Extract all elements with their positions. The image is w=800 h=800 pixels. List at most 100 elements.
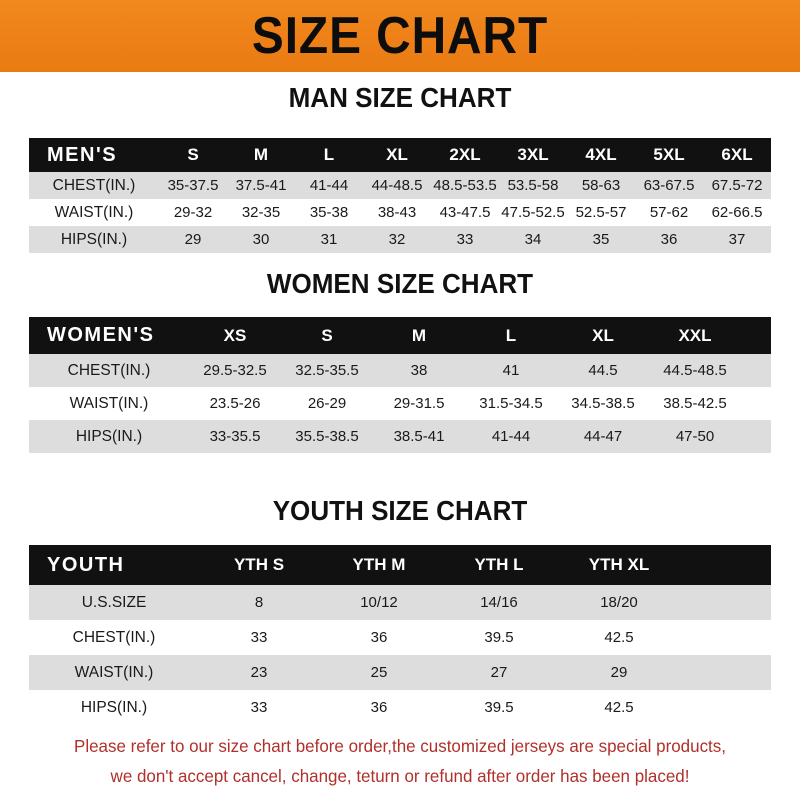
youth-size-table: YOUTH YTH S YTH M YTH L YTH XL U.S.SIZE 8 10/12… [29,545,771,725]
table-row: U.S.SIZE 8 10/12 14/16 18/20 [29,585,771,620]
youth-column-header-yth-l: YTH L [439,545,559,585]
table-cell: 38-43 [363,199,431,226]
women-row-label-chest-in-: CHEST(IN.) [29,354,189,387]
men-column-header-6xl: 6XL [703,138,771,172]
table-cell: 25 [319,655,439,690]
table-cell: 8 [199,585,319,620]
table-row: WAIST(IN.) 23 25 27 29 [29,655,771,690]
table-cell: 10/12 [319,585,439,620]
women-header-spacer [741,317,771,354]
page-title: SIZE CHART [251,7,549,65]
table-row: CHEST(IN.) 35-37.5 37.5-41 41-44 44-48.5 48.5… [29,172,771,199]
table-cell: 44-48.5 [363,172,431,199]
men-column-header-s: S [159,138,227,172]
women-column-header-m: M [373,317,465,354]
youth-table-lead-header: YOUTH [29,545,199,585]
order-policy-note: Please refer to our size chart before or… [12,731,788,791]
table-cell: 67.5-72 [703,172,771,199]
table-cell: 23 [199,655,319,690]
table-cell: 37.5-41 [227,172,295,199]
table-cell: 58-63 [567,172,635,199]
table-cell: 52.5-57 [567,199,635,226]
table-cell: 47.5-52.5 [499,199,567,226]
table-cell: 41 [465,354,557,387]
table-cell: 36 [319,690,439,725]
table-cell: 35-37.5 [159,172,227,199]
man-section-title: MAN SIZE CHART [288,82,512,113]
men-column-header-5xl: 5XL [635,138,703,172]
women-column-header-xl: XL [557,317,649,354]
youth-table-header-row: YOUTH YTH S YTH M YTH L YTH XL [29,545,771,585]
table-cell: 42.5 [559,620,679,655]
men-column-header-l: L [295,138,363,172]
table-cell: 44-47 [557,420,649,453]
table-cell: 43-47.5 [431,199,499,226]
table-cell: 33 [431,226,499,253]
youth-column-header-yth-xl: YTH XL [559,545,679,585]
men-row-label-waist-in-: WAIST(IN.) [29,199,159,226]
table-cell: 57-62 [635,199,703,226]
table-row: HIPS(IN.) 33 36 39.5 42.5 [29,690,771,725]
table-cell: 44.5 [557,354,649,387]
table-cell: 42.5 [559,690,679,725]
table-cell-empty [679,690,771,725]
women-table-lead-header: WOMEN'S [29,317,189,354]
table-cell: 29.5-32.5 [189,354,281,387]
men-column-header-m: M [227,138,295,172]
table-cell: 29 [159,226,227,253]
women-column-header-s: S [281,317,373,354]
table-cell: 31.5-34.5 [465,387,557,420]
table-cell: 32 [363,226,431,253]
table-cell: 29-31.5 [373,387,465,420]
table-cell: 35-38 [295,199,363,226]
table-cell-empty [741,354,771,387]
table-cell: 63-67.5 [635,172,703,199]
table-cell-empty [679,585,771,620]
table-cell: 34.5-38.5 [557,387,649,420]
table-cell-empty [679,620,771,655]
men-table-header-row: MEN'S S M L XL 2XL 3XL 4XL 5XL 6XL [29,138,771,172]
men-column-header-2xl: 2XL [431,138,499,172]
youth-section-title: YOUTH SIZE CHART [272,495,528,526]
table-cell: 44.5-48.5 [649,354,741,387]
youth-row-label-hips-in-: HIPS(IN.) [29,690,199,725]
table-cell: 47-50 [649,420,741,453]
men-column-header-3xl: 3XL [499,138,567,172]
table-row: CHEST(IN.) 29.5-32.5 32.5-35.5 38 41 44.5 44.5… [29,354,771,387]
youth-column-header-yth-m: YTH M [319,545,439,585]
table-cell: 14/16 [439,585,559,620]
table-cell: 32-35 [227,199,295,226]
table-cell: 48.5-53.5 [431,172,499,199]
table-cell-empty [679,655,771,690]
table-cell-empty [741,420,771,453]
table-row: HIPS(IN.) 33-35.5 35.5-38.5 38.5-41 41-44 44-… [29,420,771,453]
men-row-label-hips-in-: HIPS(IN.) [29,226,159,253]
table-row: WAIST(IN.) 29-32 32-35 35-38 38-43 43-47.5 47.… [29,199,771,226]
table-row: CHEST(IN.) 33 36 39.5 42.5 [29,620,771,655]
table-cell: 29 [559,655,679,690]
order-policy-line-1: Please refer to our size chart before or… [74,736,726,756]
table-cell: 32.5-35.5 [281,354,373,387]
youth-column-header-yth-s: YTH S [199,545,319,585]
table-cell: 33 [199,690,319,725]
women-section-title: WOMEN SIZE CHART [266,268,534,299]
table-cell: 34 [499,226,567,253]
table-cell: 27 [439,655,559,690]
youth-row-label-u-s-size: U.S.SIZE [29,585,199,620]
table-row: HIPS(IN.) 29 30 31 32 33 34 35 36 37 [29,226,771,253]
table-cell: 38.5-42.5 [649,387,741,420]
table-cell: 33 [199,620,319,655]
men-column-header-4xl: 4XL [567,138,635,172]
women-column-header-xxl: XXL [649,317,741,354]
order-policy-line-2: we don't accept cancel, change, teturn o… [110,766,690,786]
table-cell: 31 [295,226,363,253]
men-column-header-xl: XL [363,138,431,172]
table-cell: 53.5-58 [499,172,567,199]
women-column-header-l: L [465,317,557,354]
table-cell-empty [741,387,771,420]
table-cell: 36 [635,226,703,253]
men-size-table: MEN'S S M L XL 2XL 3XL 4XL 5XL 6XL CHEST(IN.) 35-37… [29,138,771,253]
table-cell: 30 [227,226,295,253]
women-column-header-xs: XS [189,317,281,354]
table-cell: 36 [319,620,439,655]
